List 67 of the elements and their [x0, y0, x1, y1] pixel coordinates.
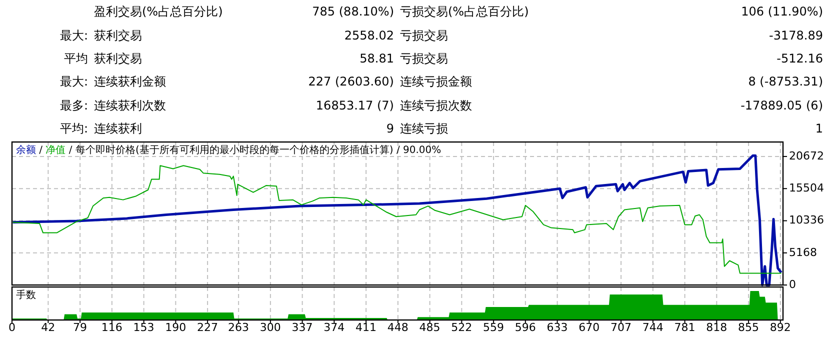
x-tick-label: 855	[738, 321, 760, 334]
line-series	[12, 165, 782, 274]
text: 最大:	[60, 74, 88, 88]
y-tick-label: 15504	[789, 182, 824, 195]
text: 785 (88.10%)	[312, 4, 394, 18]
y-tick-label: 0	[789, 278, 796, 292]
x-tick-label: 485	[419, 321, 440, 334]
text: 亏损交易	[400, 51, 448, 66]
text: 2558.02	[344, 28, 394, 42]
x-tick-label: 448	[387, 321, 408, 334]
x-tick-label: 227	[197, 321, 218, 334]
x-tick-label: 300	[260, 321, 281, 334]
text: 1	[815, 121, 823, 136]
x-tick-label: 559	[483, 321, 504, 334]
x-tick-label: 79	[73, 321, 88, 334]
x-tick-label: 892	[770, 321, 791, 334]
text: 16853.17 (7)	[316, 98, 394, 112]
x-tick-label: 670	[578, 321, 600, 334]
text: 连续获利次数	[94, 98, 166, 112]
x-tick-label: 190	[165, 321, 186, 334]
text: -17889.05 (6)	[740, 98, 823, 112]
x-tick-label: 116	[101, 321, 122, 334]
text: 余额	[16, 144, 36, 156]
text: 227 (2603.60)	[308, 74, 394, 88]
x-tick-label: 818	[706, 321, 728, 334]
text: 净值	[46, 144, 66, 156]
text: 8 (-8753.31)	[748, 74, 823, 88]
text: 亏损交易	[400, 28, 448, 42]
text: 连续亏损金额	[400, 74, 472, 88]
text: -512.16	[776, 51, 823, 66]
text: 58.81	[360, 51, 394, 66]
chart-title: 手数	[16, 288, 36, 301]
x-tick-label: 337	[292, 321, 313, 334]
y-tick-label: 10336	[789, 214, 824, 227]
x-tick-label: 781	[674, 321, 696, 334]
x-tick-label: 374	[324, 321, 345, 334]
text: 最大:	[60, 28, 88, 42]
text: 连续亏损	[400, 121, 448, 136]
text: -3178.89	[769, 28, 823, 42]
text: 平均:	[60, 121, 88, 136]
annotation: /	[36, 144, 46, 156]
x-tick-label: 522	[451, 321, 472, 334]
text: 106 (11.90%)	[741, 4, 823, 18]
text: 最多:	[60, 98, 88, 112]
x-tick-label: 153	[133, 321, 154, 334]
x-tick-label: 633	[546, 321, 568, 334]
x-tick-label: 707	[610, 321, 632, 334]
y-tick-label: 20672	[789, 149, 824, 162]
text: 连续获利金额	[94, 74, 166, 88]
x-tick-label: 42	[41, 321, 56, 334]
line-series	[12, 154, 783, 286]
text: 连续获利	[94, 121, 142, 136]
text: 获利交易	[94, 28, 142, 42]
x-tick-label: 0	[8, 321, 16, 334]
text: 获利交易	[94, 51, 142, 66]
x-tick-label: 596	[514, 321, 536, 334]
x-tick-label: 411	[356, 321, 377, 334]
text: 连续亏损次数	[400, 98, 472, 112]
text: 亏损交易(%占总百分比)	[400, 4, 529, 18]
text: 9	[386, 121, 394, 136]
y-tick-label: 5168	[789, 246, 817, 259]
x-tick-label: 744	[642, 321, 664, 334]
text: 平均	[64, 51, 88, 66]
chart-title: 每个即时价格(基于所有可利用的最小时段的每一个价格的分形插值计算) / 90.00%	[75, 144, 442, 156]
text: 盈利交易(%占总百分比)	[94, 4, 223, 18]
x-tick-label: 263	[228, 321, 250, 334]
annotation: /	[66, 144, 76, 156]
